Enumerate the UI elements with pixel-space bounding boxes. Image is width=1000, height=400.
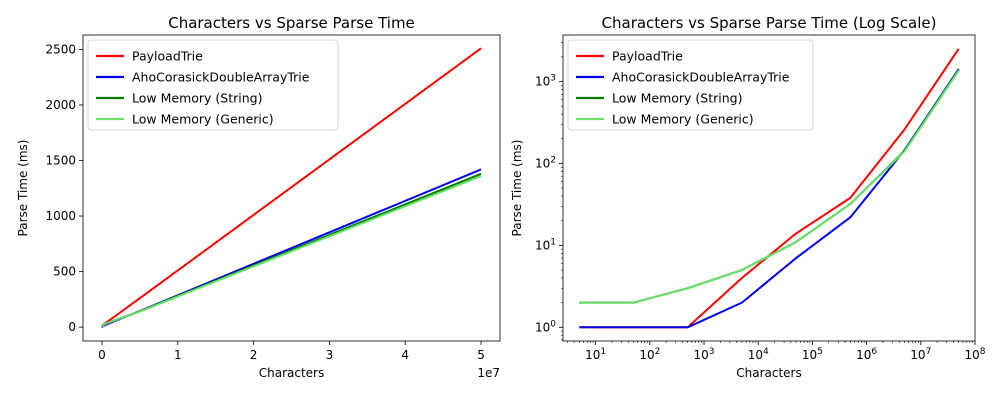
log-legend-label-ahocorasickdoublearraytrie: AhoCorasickDoubleArrayTrie [612,70,790,85]
log-legend-label-low-memory-string: Low Memory (String) [612,91,742,106]
log-x-tick-label: 107 [910,347,931,362]
linear-y-tick-label: 2500 [45,42,76,56]
linear-x-tick-label: 5 [477,348,485,362]
log-legend-label-low-memory-generic: Low Memory (Generic) [612,112,754,127]
log-y-tick-label: 102 [535,155,556,170]
log-series-group [579,48,960,329]
linear-y-tick-label: 500 [53,265,76,279]
log-x-tick-label: 101 [585,347,606,362]
linear-y-tick-label: 1500 [45,154,76,168]
log-x-axis-label: Characters [736,366,802,380]
log-series-line-low-memory-generic [579,70,960,304]
linear-x-tick-label: 1 [174,348,182,362]
linear-x-tick-label: 4 [401,348,409,362]
log-y-tick-label: 100 [535,319,556,334]
linear-series-group [100,47,482,329]
linear-x-axis-label: Characters [259,366,325,380]
log-x-tick-label: 104 [748,347,769,362]
log-y-tick-label: 103 [535,74,556,89]
log-axes-frame [562,34,976,342]
log-x-tick-label: 102 [639,347,660,362]
log-legend-box [567,39,814,131]
linear-series-line-low-memory-generic [100,175,482,328]
linear-x-tick-label: 3 [326,348,334,362]
linear-x-offset-label: 1e7 [477,366,500,380]
linear-legend-label-ahocorasickdoublearraytrie: AhoCorasickDoubleArrayTrie [132,70,310,85]
linear-axes-frame [82,34,501,342]
linear-legend-box [87,39,339,131]
log-y-axis-label: Parse Time (ms) [510,140,524,237]
linear-y-tick-label: 2000 [45,98,76,112]
linear-chart-title: Characters vs Sparse Parse Time [168,14,415,32]
linear-y-tick-label: 0 [68,320,76,334]
log-x-tick-label: 108 [964,347,985,362]
log-chart: Characters vs Sparse Parse Time (Log Sca… [510,14,986,380]
linear-legend-label-low-memory-generic: Low Memory (Generic) [132,112,274,127]
linear-x-tick-label: 2 [250,348,258,362]
linear-y-tick-label: 1000 [45,209,76,223]
linear-chart: Characters vs Sparse Parse Time 0 1 2 3 4 5 0 50… [16,14,501,380]
log-x-tick-label: 105 [802,347,823,362]
linear-legend-label-low-memory-string: Low Memory (String) [132,91,262,106]
log-legend: PayloadTrie AhoCorasickDoubleArrayTrie Low… [567,39,814,131]
linear-x-tick-label: 0 [98,348,106,362]
linear-y-axis-label: Parse Time (ms) [16,140,30,237]
log-y-tick-label: 101 [535,237,556,252]
log-legend-label-payloadtrie: PayloadTrie [612,49,683,64]
linear-legend: PayloadTrie AhoCorasickDoubleArrayTrie Low… [87,39,339,131]
log-chart-title: Characters vs Sparse Parse Time (Log Sca… [602,14,937,32]
linear-legend-label-payloadtrie: PayloadTrie [132,49,203,64]
log-x-tick-label: 103 [694,347,715,362]
log-x-tick-label: 106 [856,347,877,362]
